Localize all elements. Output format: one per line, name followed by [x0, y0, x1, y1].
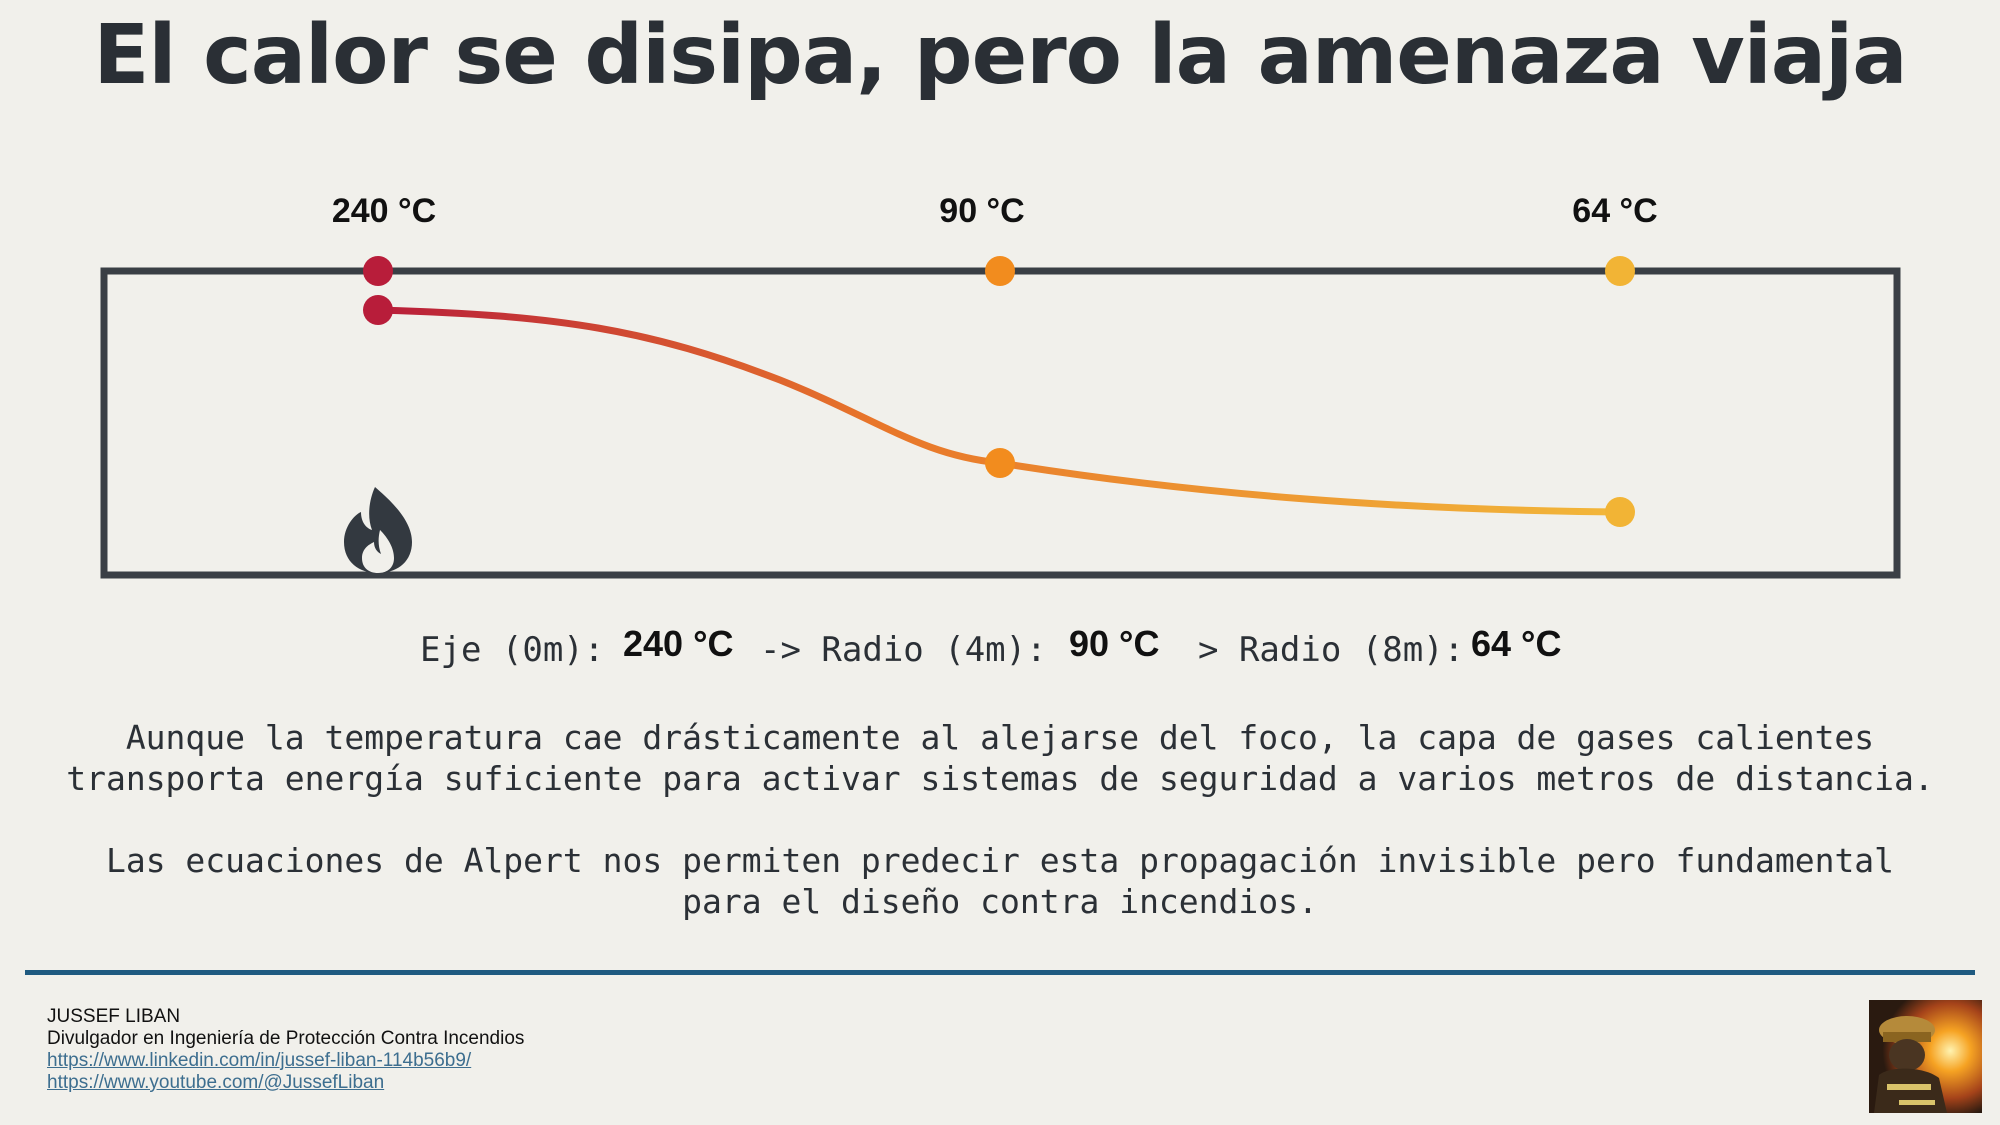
- author-name: JUSSEF LIBAN: [47, 1006, 181, 1027]
- label-0m: 240 °C: [332, 192, 436, 230]
- author-role: Divulgador en Ingeniería de Protección C…: [47, 1028, 525, 1049]
- summary-eje-label: Eje (0m):: [420, 630, 605, 670]
- summary-eje-value: 240 °C: [623, 623, 734, 664]
- ceiling-marker-4m: [985, 256, 1015, 286]
- ceiling-jet-diagram: 240 °C 90 °C 64 °C: [100, 192, 1901, 579]
- linkedin-link[interactable]: https://www.linkedin.com/in/jussef-liban…: [47, 1050, 472, 1071]
- fire-icon: [344, 487, 412, 573]
- author-footer: JUSSEF LIBAN Divulgador en Ingeniería de…: [47, 1006, 524, 1094]
- youtube-link[interactable]: https://www.youtube.com/@JussefLiban: [47, 1072, 385, 1093]
- curve-marker-4m: [985, 448, 1015, 478]
- p1-line-2: transporta energía suficiente para activ…: [66, 759, 1934, 798]
- p1-line-1: Aunque la temperatura cae drásticamente …: [125, 718, 1875, 757]
- explanation-paragraph-1: Aunque la temperatura cae drásticamente …: [60, 717, 1940, 799]
- curve-marker-8m: [1605, 497, 1635, 527]
- summary-radio4-label: -> Radio (4m):: [760, 630, 1047, 670]
- firefighter-photo-icon: [1869, 1000, 1982, 1113]
- curve-marker-0m: [363, 295, 393, 325]
- footer-divider: [25, 970, 1975, 975]
- label-4m: 90 °C: [939, 192, 1024, 230]
- summary-radio8-value: 64 °C: [1471, 623, 1562, 664]
- summary-radio4-value: 90 °C: [1069, 623, 1160, 664]
- ceiling-marker-0m: [363, 256, 393, 286]
- p2-line-1: Las ecuaciones de Alpert nos permiten pr…: [105, 841, 1895, 880]
- label-8m: 64 °C: [1572, 192, 1657, 230]
- summary-radio8-label: > Radio (8m):: [1198, 630, 1465, 670]
- temperature-summary: Eje (0m): 240 °C -> Radio (4m): 90 °C > …: [0, 620, 2000, 690]
- author-avatar: [1869, 1000, 1982, 1113]
- explanation-paragraph-2: Las ecuaciones de Alpert nos permiten pr…: [60, 840, 1940, 922]
- ceiling-marker-8m: [1605, 256, 1635, 286]
- temperature-curve: [374, 306, 1624, 516]
- page-title: El calor se disipa, pero la amenaza viaj…: [93, 8, 1907, 103]
- p2-line-2: para el diseño contra incendios.: [682, 882, 1318, 921]
